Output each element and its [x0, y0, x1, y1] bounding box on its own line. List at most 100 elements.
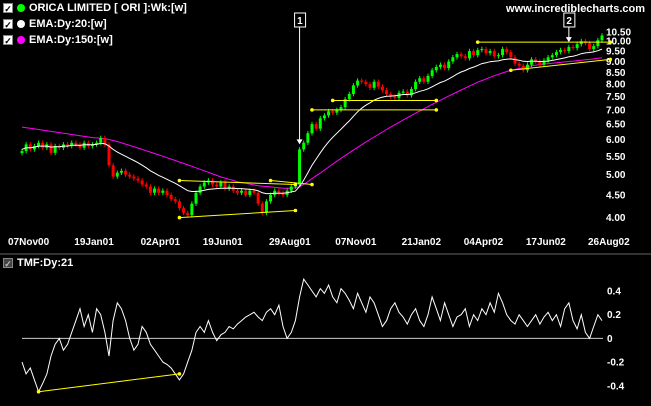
marker-arrow-head — [565, 37, 572, 43]
candle-body — [99, 137, 103, 143]
candle-body — [530, 59, 534, 65]
trendline-end — [608, 40, 613, 44]
tmf-panel: 0.4 0.2 0 -0.2 -0.4 — [0, 253, 651, 394]
candle-body — [525, 64, 529, 71]
ema150-line — [21, 57, 603, 189]
price-tick-label: 5.50 — [606, 152, 626, 163]
tmf-tick-label: 0.4 — [607, 286, 621, 297]
candle-body — [521, 65, 525, 71]
candle-body — [215, 184, 219, 187]
candle-body — [269, 194, 273, 202]
candle-body — [496, 55, 500, 57]
candle-body — [240, 190, 244, 193]
candle-body — [443, 64, 447, 69]
candle-body — [173, 199, 177, 202]
x-tick-label: 02Apr01 — [141, 237, 181, 248]
candle-body — [484, 49, 488, 54]
series-dot-icon — [17, 20, 25, 28]
candle-body — [380, 86, 384, 91]
candle-body — [161, 190, 165, 193]
candle-body — [306, 133, 310, 143]
candle-body — [78, 144, 82, 148]
legend-price-label: ORICA LIMITED [ ORI ]:Wk:[w] — [29, 2, 187, 14]
candle-body — [277, 190, 281, 193]
candle-body — [32, 146, 36, 150]
x-tick-label: 07Nov01 — [335, 237, 377, 248]
tmf-tick-label: -0.4 — [607, 381, 625, 392]
x-tick-label: 26Aug02 — [588, 237, 630, 248]
candle-body — [501, 49, 505, 56]
candle-body — [227, 186, 231, 189]
price-tick-label: 8.00 — [606, 80, 626, 91]
trendline-end — [310, 108, 314, 112]
candle-body — [144, 184, 148, 187]
candle-body — [49, 144, 53, 153]
candle-body — [314, 124, 318, 129]
price-tick-label: 10.00 — [606, 37, 631, 48]
tmf-trendline — [38, 373, 180, 393]
checkbox-icon[interactable]: ✓ — [3, 3, 13, 14]
candle-body — [74, 142, 78, 145]
candle-body — [260, 203, 264, 213]
candle-body — [418, 78, 422, 82]
x-tick-label: 07Nov00 — [8, 237, 50, 248]
trendline-end — [177, 178, 182, 183]
candle-body — [426, 75, 430, 82]
candle-body — [128, 174, 132, 177]
candle-body — [198, 186, 202, 193]
candle-body — [248, 190, 252, 195]
candle-body — [505, 49, 509, 53]
candle-body — [140, 180, 144, 185]
candle-body — [256, 192, 260, 204]
candle-body — [480, 49, 484, 51]
legend-price[interactable]: ✓ ORICA LIMITED [ ORI ]:Wk:[w] — [3, 2, 187, 14]
candle-body — [41, 142, 45, 148]
trendline-end — [330, 98, 335, 103]
price-candles — [20, 33, 604, 218]
checkbox-icon[interactable]: ✓ — [3, 35, 13, 46]
candle-body — [563, 50, 567, 52]
candle-body — [364, 81, 368, 85]
trendline-end — [177, 215, 182, 220]
candle-body — [169, 194, 173, 200]
candle-body — [327, 111, 331, 116]
ema20-line — [21, 48, 603, 195]
candle-body — [202, 182, 206, 187]
price-tick-label: 6.00 — [606, 135, 626, 146]
candle-body — [492, 51, 496, 57]
ema150-series — [21, 57, 603, 189]
price-tick-label: 8.50 — [606, 68, 626, 79]
marker-label: 2 — [566, 16, 572, 27]
price-tick-label: 5.00 — [606, 170, 626, 181]
trendline-end — [310, 182, 314, 187]
candle-body — [264, 201, 268, 213]
candle-body — [103, 137, 107, 145]
candle-body — [430, 70, 434, 76]
tmf-tick-label: 0 — [607, 334, 613, 345]
candle-body — [351, 85, 355, 95]
legend-tmf[interactable]: ✓ TMF:Dy:21 — [3, 257, 73, 269]
series-dot-icon — [17, 4, 25, 12]
price-tick-label: 4.00 — [606, 213, 626, 224]
checkbox-icon[interactable]: ✓ — [3, 19, 13, 30]
candle-body — [115, 172, 119, 177]
candle-body — [356, 80, 360, 86]
candle-body — [28, 144, 32, 150]
trendline-end — [36, 389, 41, 394]
candle-body — [107, 144, 111, 166]
legend-ema20[interactable]: ✓ EMA:Dy:20:[w] — [3, 18, 107, 30]
candle-body — [434, 66, 438, 71]
candle-body — [111, 165, 115, 177]
tmf-tick-label: -0.2 — [607, 358, 625, 369]
candle-body — [476, 50, 480, 56]
legend-ema150[interactable]: ✓ EMA:Dy:150:[w] — [3, 34, 113, 46]
candle-body — [119, 170, 123, 173]
candle-body — [165, 190, 169, 195]
trendline-end — [509, 68, 513, 73]
candle-body — [368, 84, 372, 88]
legend-ema150-label: EMA:Dy:150:[w] — [29, 34, 113, 46]
price-tick-label: 10.50 — [606, 27, 631, 38]
candle-body — [310, 124, 314, 134]
candle-body — [389, 94, 393, 97]
checkbox-icon[interactable]: ✓ — [3, 258, 13, 269]
